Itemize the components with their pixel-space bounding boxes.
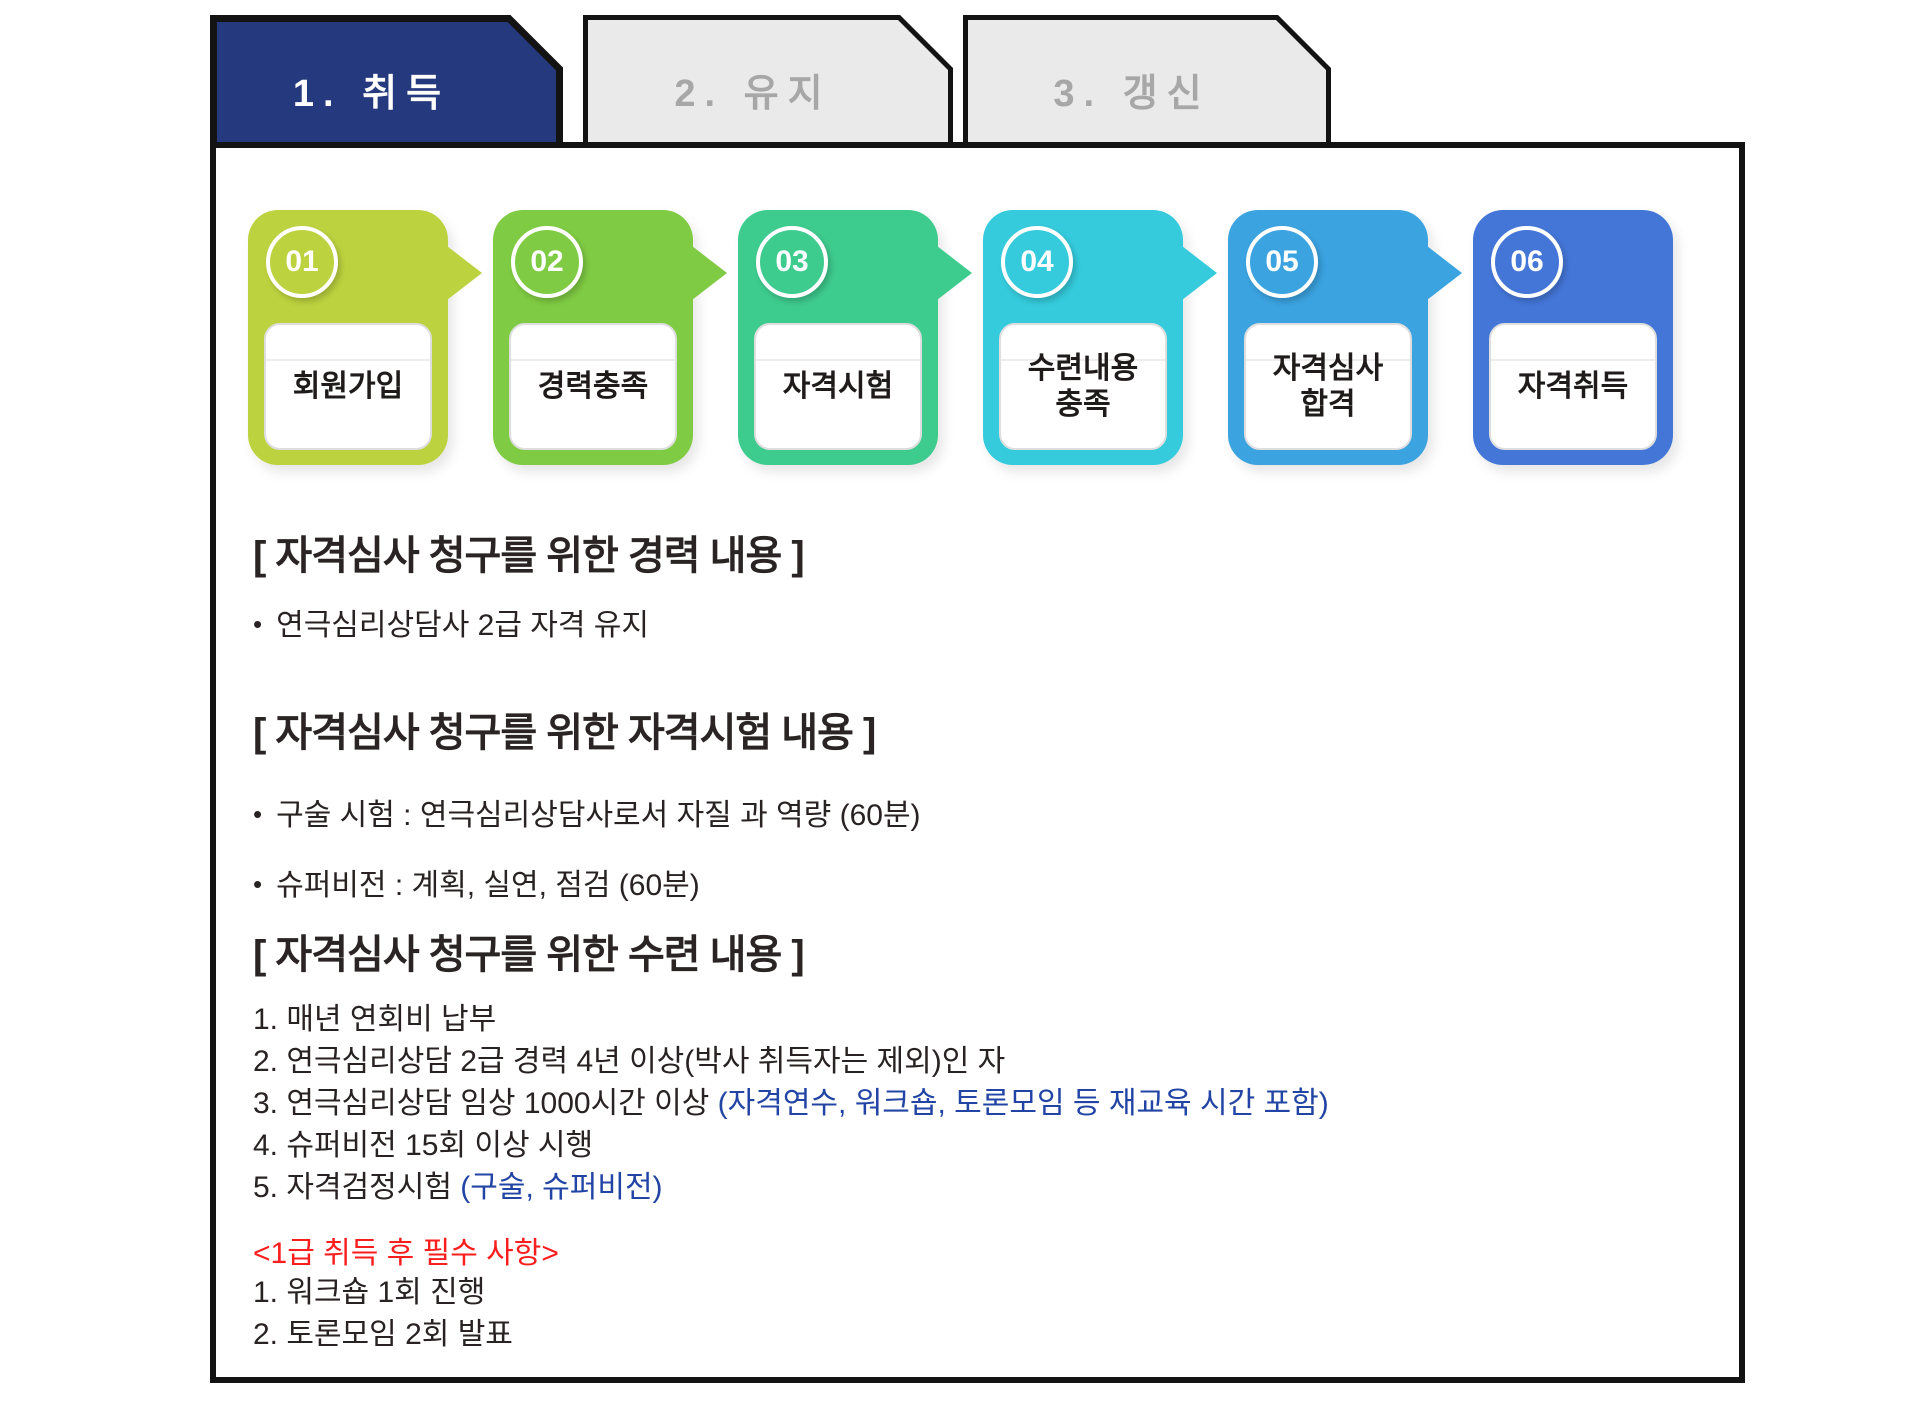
step-number: 01 <box>285 245 319 278</box>
section-title-training: [ 자격심사 청구를 위한 수련 내용 ] <box>253 933 805 977</box>
step-number-badge: 06 <box>1491 226 1563 298</box>
list-item: 3. 연극심리상담 임상 1000시간 이상 (자격연수, 워크숍, 토론모임 … <box>253 1087 1329 1120</box>
step-label: 자격취득 <box>1489 323 1657 450</box>
bullet-item: 연극심리상담사 2급 자격 유지 <box>253 600 649 644</box>
step-number-badge: 04 <box>1001 226 1073 298</box>
step-card-2: 02 경력충족 <box>493 210 727 465</box>
step-arrow-icon <box>1427 246 1462 300</box>
list-item: 4. 슈퍼비전 15회 이상 시행 <box>253 1129 594 1162</box>
step-number-badge: 02 <box>511 226 583 298</box>
step-number: 03 <box>775 245 809 278</box>
highlight-text: (구술, 슈퍼비전) <box>460 1171 663 1204</box>
tab-label: 3. 갱신 <box>1053 73 1211 115</box>
step-arrow-icon <box>447 246 482 300</box>
notice-item: 2. 토론모임 2회 발표 <box>253 1318 513 1351</box>
notice-title: <1급 취득 후 필수 사항> <box>253 1237 559 1270</box>
section-title-exam: [ 자격심사 청구를 위한 자격시험 내용 ] <box>253 711 876 755</box>
section-title-career: [ 자격심사 청구를 위한 경력 내용 ] <box>253 534 805 578</box>
step-arrow-icon <box>1182 246 1217 300</box>
tab-label: 1. 취득 <box>292 73 451 115</box>
tab-maintenance[interactable]: 2. 유지 <box>583 15 953 142</box>
step-number: 06 <box>1510 245 1544 278</box>
list-item: 5. 자격검정시험 (구술, 슈퍼비전) <box>253 1171 663 1204</box>
list-item: 2. 연극심리상담 2급 경력 4년 이상(박사 취득자는 제외)인 자 <box>253 1045 1006 1078</box>
step-card-4: 04 수련내용 충족 <box>983 210 1217 465</box>
step-number: 05 <box>1265 245 1299 278</box>
tab-shape <box>583 15 953 142</box>
bullet-item: 슈퍼비전 : 계획, 실연, 점검 (60분) <box>253 860 921 904</box>
step-label: 수련내용 충족 <box>999 323 1167 450</box>
step-card-5: 05 자격심사 합격 <box>1228 210 1462 465</box>
tab-shape <box>963 15 1331 142</box>
step-card-3: 03 자격시험 <box>738 210 972 465</box>
tab-acquisition[interactable]: 1. 취득 <box>210 15 563 142</box>
notice-item: 1. 워크숍 1회 진행 <box>253 1276 486 1309</box>
training-numbered-list: 1. 매년 연회비 납부 2. 연극심리상담 2급 경력 4년 이상(박사 취득… <box>253 999 1329 1209</box>
tab-label: 2. 유지 <box>674 73 832 115</box>
tab-shape <box>210 15 563 142</box>
step-label: 경력충족 <box>509 323 677 450</box>
acquisition-panel: 01 회원가입 02 경력충족 03 자격시험 04 수련내용 충족 05 자격… <box>210 142 1745 1383</box>
step-number-badge: 01 <box>266 226 338 298</box>
highlight-text: (자격연수, 워크숍, 토론모임 등 재교육 시간 포함) <box>717 1087 1329 1120</box>
step-label: 자격심사 합격 <box>1244 323 1412 450</box>
step-arrow-icon <box>937 246 972 300</box>
step-number: 02 <box>530 245 564 278</box>
step-label: 회원가입 <box>264 323 432 450</box>
exam-bullet-list: 구술 시험 : 연극심리상담사로서 자질 과 역량 (60분) 슈퍼비전 : 계… <box>253 790 921 930</box>
step-number-badge: 03 <box>756 226 828 298</box>
step-card-1: 01 회원가입 <box>248 210 482 465</box>
list-item: 1. 매년 연회비 납부 <box>253 1003 497 1036</box>
step-number-badge: 05 <box>1246 226 1318 298</box>
bullet-item: 구술 시험 : 연극심리상담사로서 자질 과 역량 (60분) <box>253 790 920 834</box>
tab-renewal[interactable]: 3. 갱신 <box>963 15 1331 142</box>
career-bullet-list: 연극심리상담사 2급 자격 유지 <box>253 600 649 670</box>
step-arrow-icon <box>692 246 727 300</box>
step-card-6: 06 자격취득 <box>1473 210 1673 465</box>
step-number: 04 <box>1020 245 1054 278</box>
step-label: 자격시험 <box>754 323 922 450</box>
notice-list: 1. 워크숍 1회 진행 2. 토론모임 2회 발표 <box>253 1272 513 1356</box>
